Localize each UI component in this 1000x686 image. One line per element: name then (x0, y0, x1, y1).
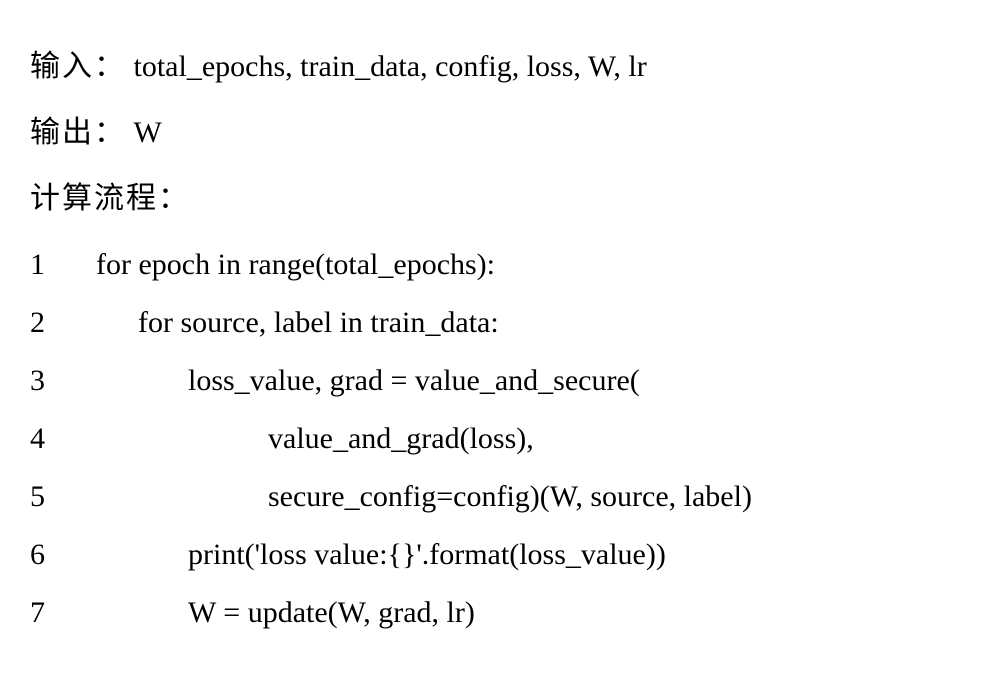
code-block: 1 for epoch in range(total_epochs): 2 fo… (30, 238, 970, 640)
code-text: print('loss value:{}'.format(loss_value)… (68, 528, 666, 582)
line-number: 3 (30, 354, 68, 408)
code-line: 5 secure_config=config)(W, source, label… (30, 470, 970, 524)
output-value: W (134, 116, 162, 149)
code-line: 6 print('loss value:{}'.format(loss_valu… (30, 528, 970, 582)
line-number: 5 (30, 470, 68, 524)
code-text: value_and_grad(loss), (68, 412, 534, 466)
code-line: 7 W = update(W, grad, lr) (30, 586, 970, 640)
input-label: 输入： (30, 50, 126, 83)
process-label: 计算流程： (30, 182, 190, 215)
line-number: 2 (30, 296, 68, 350)
code-text: for source, label in train_data: (68, 296, 499, 350)
line-number: 1 (30, 238, 68, 292)
line-number: 4 (30, 412, 68, 466)
line-number: 7 (30, 586, 68, 640)
code-line: 2 for source, label in train_data: (30, 296, 970, 350)
output-line: 输出： W (30, 106, 970, 160)
output-label: 输出： (30, 116, 126, 149)
code-text: for epoch in range(total_epochs): (68, 238, 495, 292)
line-number: 6 (30, 528, 68, 582)
code-text: secure_config=config)(W, source, label) (68, 470, 752, 524)
input-line: 输入： total_epochs, train_data, config, lo… (30, 40, 970, 94)
process-line: 计算流程： (30, 172, 970, 226)
code-line: 1 for epoch in range(total_epochs): (30, 238, 970, 292)
input-value: total_epochs, train_data, config, loss, … (134, 50, 647, 83)
code-line: 4 value_and_grad(loss), (30, 412, 970, 466)
code-text: loss_value, grad = value_and_secure( (68, 354, 640, 408)
code-text: W = update(W, grad, lr) (68, 586, 475, 640)
code-line: 3 loss_value, grad = value_and_secure( (30, 354, 970, 408)
